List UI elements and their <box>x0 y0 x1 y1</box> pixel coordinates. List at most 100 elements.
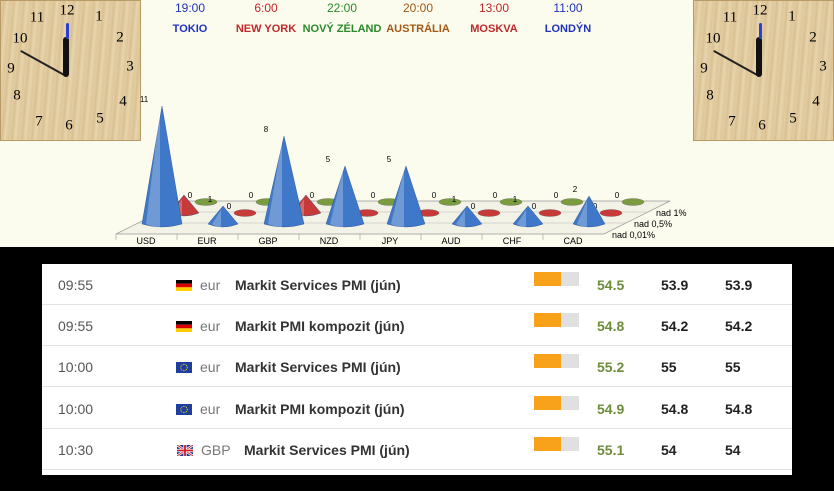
chart-data-label: 8 <box>264 125 269 134</box>
clock-second-hand <box>759 23 762 39</box>
clock-number: 10 <box>12 30 28 47</box>
chart-cone <box>512 205 544 228</box>
event-actual: 54.5 <box>597 277 625 293</box>
clock-number: 8 <box>13 87 21 104</box>
world-time-value: 19:00 <box>174 1 206 15</box>
chart-data-label: 5 <box>387 155 392 164</box>
chart-category-label: GBP <box>258 236 277 246</box>
chart-data-label: 0 <box>532 202 537 211</box>
chart-category-label: CAD <box>563 236 583 246</box>
table-row[interactable]: 10:00 eur Markit PMI kompozit (jún) 54.9 54.… <box>42 388 792 429</box>
clock-number: 9 <box>7 60 15 77</box>
world-time-value: 13:00 <box>478 1 510 15</box>
chart-cone <box>572 195 606 228</box>
event-currency: eur <box>200 318 221 335</box>
chart-cone-highlight <box>268 140 282 227</box>
impact-bar <box>534 272 579 286</box>
chart-cone-highlight <box>146 110 160 227</box>
event-currency: eur <box>200 359 221 376</box>
event-previous: 54.8 <box>725 400 753 417</box>
chart-zero-disc <box>599 209 623 217</box>
event-forecast: 55 <box>661 359 677 376</box>
clock-number: 1 <box>788 8 796 25</box>
analog-clock-left: 12 1 2 3 4 5 6 7 8 9 10 11 <box>0 0 141 141</box>
event-actual: 54.9 <box>597 400 625 417</box>
table-row[interactable]: 10:00 eur Markit Services PMI (jún) 55.2 55 5… <box>42 346 792 388</box>
currency-cone-chart: nad 0,01%nad 0,5%nad 1% USD EUR GBP NZD JPY AU… <box>115 95 687 246</box>
clock-number: 3 <box>126 58 134 75</box>
chart-cone <box>386 165 426 228</box>
event-time: 10:00 <box>58 400 94 417</box>
chart-zero-disc <box>194 198 218 206</box>
economic-calendar-table: 09:55 eur Markit Services PMI (jún) 54.5 53.… <box>42 264 792 475</box>
event-name[interactable]: Markit Services PMI (jún) <box>235 359 401 376</box>
event-previous: 55 <box>725 359 741 376</box>
chart-cone <box>325 165 365 228</box>
table-row[interactable]: 09:55 eur Markit PMI kompozit (jún) 54.8 54.… <box>42 305 792 347</box>
event-previous: 54.2 <box>725 318 753 335</box>
event-name[interactable]: Markit PMI kompozit (jún) <box>235 400 405 417</box>
chart-category-label: JPY <box>382 236 399 246</box>
chart-data-label: 1 <box>208 195 213 204</box>
event-forecast: 54.8 <box>661 400 689 417</box>
chart-data-label: 0 <box>188 191 193 200</box>
event-forecast: 54 <box>661 441 677 458</box>
clock-number: 2 <box>116 29 124 46</box>
impact-bar <box>534 395 579 410</box>
chart-data-label: 0 <box>432 191 437 200</box>
eu-flag-icon <box>176 402 192 415</box>
clock-number: 7 <box>35 113 43 130</box>
clock-number: 6 <box>65 117 73 134</box>
chart-cone <box>207 205 239 228</box>
event-previous: 54 <box>725 441 741 458</box>
chart-data-label: 0 <box>371 191 376 200</box>
table-row[interactable]: 09:55 eur Markit Services PMI (jún) 54.5 53.… <box>42 264 792 305</box>
event-forecast: 53.9 <box>661 277 689 293</box>
world-time-2: 22:00 NOVÝ ZÉLAND <box>303 1 382 35</box>
chart-cone <box>141 105 183 228</box>
event-actual: 55.2 <box>597 359 625 376</box>
world-time-5: 11:00 LONDÝN <box>545 1 591 35</box>
clock-number: 1 <box>95 8 103 25</box>
chart-category-label: CHF <box>503 236 522 246</box>
clock-number: 12 <box>752 2 768 19</box>
chart-series-label: nad 0,5% <box>634 219 672 229</box>
chart-cone-highlight <box>517 210 526 227</box>
analog-clock-right: 12 1 2 3 4 5 6 7 8 9 10 11 <box>693 0 834 141</box>
chart-data-label: 0 <box>249 191 254 200</box>
chart-data-label: 2 <box>573 185 578 194</box>
chart-cone-highlight <box>330 170 343 227</box>
world-time-value: 22:00 <box>326 1 358 15</box>
chart-data-label: 1 <box>452 195 457 204</box>
chart-data-label: 0 <box>471 202 476 211</box>
chart-category-label: NZD <box>320 236 339 246</box>
chart-zero-disc <box>233 209 257 217</box>
clock-number: 5 <box>789 110 797 127</box>
chart-zero-disc <box>477 209 501 217</box>
event-time: 09:55 <box>58 277 94 293</box>
table-row[interactable]: 10:30 GBP Markit Services PMI (jún) 55.1 54 5… <box>42 429 792 470</box>
chart-cone <box>451 205 483 228</box>
clock-number: 2 <box>809 29 817 46</box>
event-name[interactable]: Markit Services PMI (jún) <box>235 277 401 293</box>
event-name[interactable]: Markit PMI kompozit (jún) <box>235 318 405 335</box>
world-time-city: AUSTRÁLIA <box>386 23 450 35</box>
chart-data-label: 1 <box>513 195 518 204</box>
world-time-0: 19:00 TOKIO <box>173 1 208 35</box>
chart-zero-disc <box>621 198 645 206</box>
event-currency: GBP <box>201 441 231 458</box>
chart-zero-disc <box>560 198 584 206</box>
germany-flag-icon <box>176 319 192 333</box>
clock-hour-hand <box>63 37 69 77</box>
chart-data-label: 5 <box>326 155 331 164</box>
event-currency: eur <box>200 400 221 417</box>
germany-flag-icon <box>176 278 192 291</box>
chart-series-label: nad 1% <box>656 208 687 218</box>
event-actual: 54.8 <box>597 318 625 335</box>
event-name[interactable]: Markit Services PMI (jún) <box>244 441 410 458</box>
impact-bar <box>534 354 579 369</box>
event-time: 10:00 <box>58 359 94 376</box>
clock-number: 8 <box>706 87 714 104</box>
clock-number: 11 <box>29 9 45 26</box>
chart-data-label: 0 <box>554 191 559 200</box>
